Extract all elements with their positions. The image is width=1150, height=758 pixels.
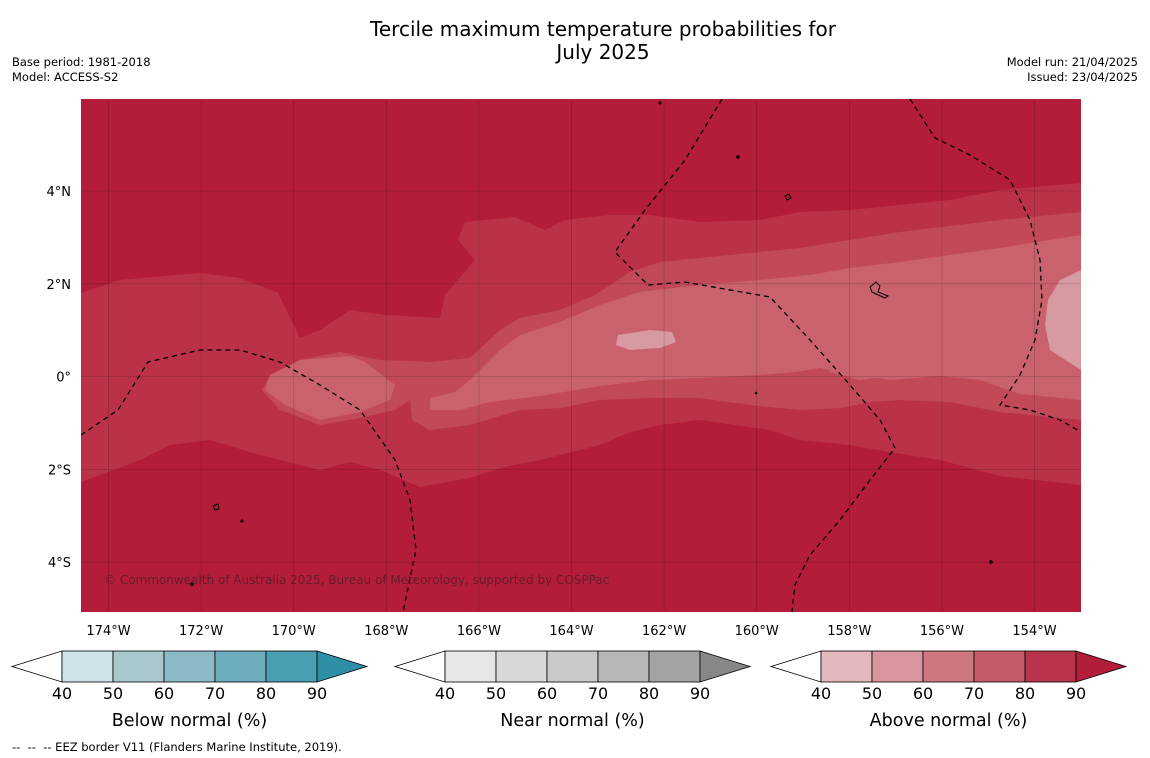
- colorbar-tick-label: 70: [964, 684, 984, 703]
- base-period: Base period: 1981-2018: [12, 55, 151, 69]
- eez-borders: [81, 99, 1081, 612]
- colorbar-extend-low: [393, 650, 446, 683]
- colorbar-segment: [214, 650, 267, 683]
- colorbar-segment: [61, 650, 114, 683]
- colorbar-tick-label: 80: [256, 684, 276, 703]
- longitude-label: 170°W: [272, 624, 316, 639]
- islands: [190, 101, 993, 586]
- longitude-label: 158°W: [827, 624, 871, 639]
- colorbar-tick-label: 50: [486, 684, 506, 703]
- colorbar-1: 40 50 60 70 80 90 Below normal (%): [10, 650, 369, 731]
- island-outline: [784, 193, 792, 201]
- colorbar-tick-label: 70: [588, 684, 608, 703]
- island-dot: [190, 582, 194, 586]
- eez-border-line: [81, 349, 417, 612]
- colorbar-segment: [495, 650, 548, 683]
- model-name: Model: ACCESS-S2: [12, 70, 119, 84]
- longitude-label: 162°W: [642, 624, 686, 639]
- island-dot: [736, 155, 740, 159]
- colorbar-segment: [648, 650, 701, 683]
- colorbar-segment: [546, 650, 599, 683]
- island-dot: [658, 101, 662, 105]
- colorbar-tick-label: 70: [205, 684, 225, 703]
- island-outline: [212, 503, 220, 511]
- colorbar-tick-label: 40: [811, 684, 831, 703]
- map-gridlines: [81, 99, 1081, 612]
- copyright-text: © Commonwealth of Australia 2025, Bureau…: [104, 573, 609, 587]
- eez-border-line: [614, 99, 896, 612]
- latitude-label: 0°: [56, 371, 71, 386]
- eez-border-line: [909, 99, 1081, 433]
- longitude-label: 160°W: [735, 624, 779, 639]
- colorbar-3: 40 50 60 70 80 90 Above normal (%): [769, 650, 1128, 731]
- colorbar-2: 40 50 60 70 80 90 Near normal (%): [393, 650, 752, 731]
- model-run: Model run: 21/04/2025: [1006, 55, 1138, 69]
- colorbar-title: Above normal (%): [870, 711, 1028, 731]
- colorbar-segment: [922, 650, 975, 683]
- colorbar-extend-high: [1075, 650, 1128, 683]
- longitude-label: 168°W: [364, 624, 408, 639]
- latitude-label: 2°S: [48, 463, 71, 478]
- latitude-label: 4°N: [47, 185, 72, 200]
- above-60-region: [810, 242, 1081, 380]
- longitude-label: 154°W: [1012, 624, 1056, 639]
- longitude-label: 164°W: [549, 624, 593, 639]
- latitude-label: 2°N: [47, 278, 72, 293]
- latitude-labels: 4°N 2°N 0° 2°S 4°S: [47, 185, 72, 571]
- colorbar-tick-label: 40: [435, 684, 455, 703]
- colorbar-segment: [265, 650, 318, 683]
- colorbar-extend-high: [316, 650, 369, 683]
- colorbar-title: Below normal (%): [112, 711, 267, 731]
- colorbar-segment: [871, 650, 924, 683]
- longitude-label: 174°W: [86, 624, 130, 639]
- colorbar-tick-label: 60: [154, 684, 174, 703]
- colorbar-segment: [597, 650, 650, 683]
- colorbar-tick-label: 40: [52, 684, 72, 703]
- latitude-label: 4°S: [48, 556, 71, 571]
- colorbar-tick-label: 80: [639, 684, 659, 703]
- longitude-label: 166°W: [457, 624, 501, 639]
- colorbar-segment: [973, 650, 1026, 683]
- island-dot: [989, 560, 993, 564]
- map-plot-area: © Commonwealth of Australia 2025, Bureau…: [81, 99, 1081, 612]
- colorbar-tick-label: 50: [862, 684, 882, 703]
- colorbar-segment: [1024, 650, 1077, 683]
- eez-footnote: -- -- -- EEZ border V11 (Flanders Marine…: [12, 740, 342, 754]
- map-title: Tercile maximum temperature probabilitie…: [370, 17, 836, 64]
- longitude-label: 156°W: [920, 624, 964, 639]
- island-dot: [240, 519, 244, 523]
- longitude-label: 172°W: [179, 624, 223, 639]
- meta-right: Model run: 21/04/2025 Issued: 23/04/2025: [1007, 55, 1138, 85]
- colorbar-extend-low: [10, 650, 63, 683]
- island-dot: [754, 391, 758, 395]
- colorbar-segment: [444, 650, 497, 683]
- colorbar-segment: [820, 650, 873, 683]
- colorbar-tick-label: 90: [690, 684, 710, 703]
- colorbar-extend-low: [769, 650, 822, 683]
- colorbar-tick-label: 60: [913, 684, 933, 703]
- colorbar-segment: [112, 650, 165, 683]
- colorbar-tick-label: 80: [1015, 684, 1035, 703]
- colorbar-title: Near normal (%): [500, 711, 645, 731]
- colorbar-tick-label: 60: [537, 684, 557, 703]
- colorbar-legends: 40 50 60 70 80 90 Below normal (%) 40 50 60 70 80 90…: [10, 650, 1128, 731]
- meta-left: Base period: 1981-2018 Model: ACCESS-S2: [12, 55, 151, 85]
- colorbar-extend-high: [699, 650, 752, 683]
- colorbar-segment: [163, 650, 216, 683]
- colorbar-tick-label: 90: [1066, 684, 1086, 703]
- issued-date: Issued: 23/04/2025: [1027, 70, 1138, 84]
- colorbar-tick-label: 90: [307, 684, 327, 703]
- longitude-labels: 174°W 172°W 170°W 168°W 166°W 164°W 162°W 160°W…: [86, 624, 1056, 639]
- colorbar-tick-label: 50: [103, 684, 123, 703]
- island-outline: [869, 281, 890, 299]
